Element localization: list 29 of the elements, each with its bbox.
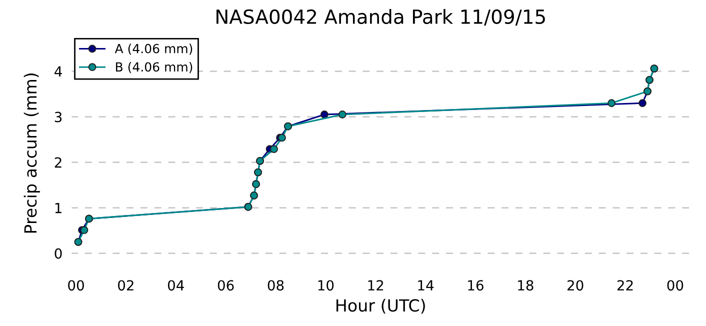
point: [320, 110, 328, 118]
chart-title: NASA0042 Amanda Park 11/09/15: [216, 8, 545, 26]
x-tick-label: 20: [568, 280, 584, 291]
legend-label: B (4.06 mm): [116, 62, 192, 74]
x-tick-label: 00: [68, 280, 84, 291]
x-tick-label: 16: [468, 280, 484, 291]
x-axis-title: Hour (UTC): [336, 298, 425, 314]
x-tick-label: 02: [118, 280, 134, 291]
y-tick-label: 2: [54, 157, 62, 168]
y-tick-label: 1: [55, 202, 62, 214]
y-tick-label: 0: [54, 248, 62, 259]
point: [608, 99, 616, 108]
x-tick-label: 06: [218, 280, 234, 291]
legend-label: A (4.06 mm): [114, 44, 192, 55]
point: [270, 145, 278, 154]
y-axis-title: Precip accum (mm): [24, 73, 40, 233]
x-tick-label: 12: [368, 280, 384, 290]
y-tick-label: 3: [54, 112, 62, 122]
x-tick-label: 00: [667, 280, 684, 291]
y-tick-label: 4: [54, 66, 62, 77]
x-tick-label: 04: [168, 280, 184, 291]
x-tick-label: 10: [318, 280, 334, 291]
x-tick-label: 08: [268, 280, 284, 291]
x-tick-label: 22: [617, 280, 633, 290]
x-tick-label: 18: [518, 280, 534, 291]
point: [338, 110, 346, 118]
x-tick-label: 14: [418, 280, 434, 290]
point: [80, 226, 88, 234]
point: [638, 99, 646, 108]
